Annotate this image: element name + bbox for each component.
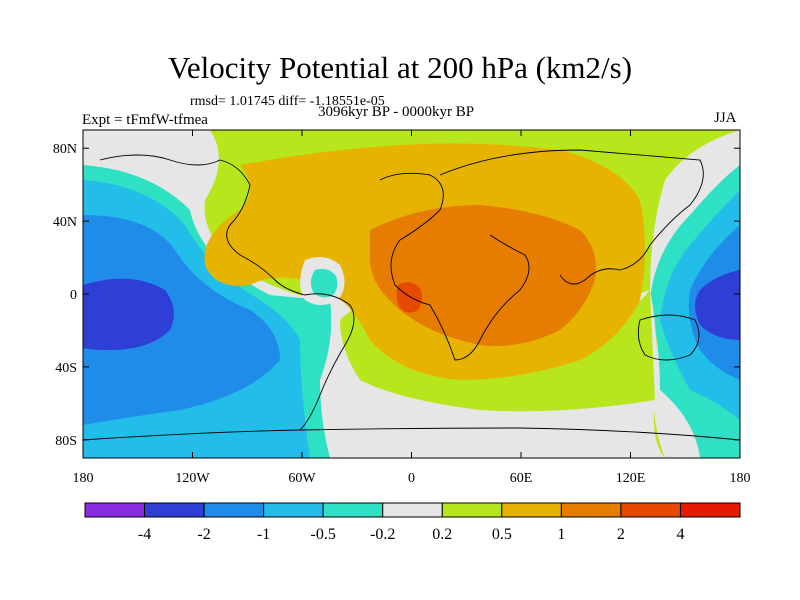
- colorbar-swatch: [620, 502, 681, 518]
- x-tick-label: 120W: [175, 471, 210, 486]
- coastline-australia: [637, 314, 700, 361]
- y-tick-label: 0: [70, 288, 77, 303]
- contour-west-neg-2: [83, 215, 280, 425]
- coastline-antarctica: [83, 427, 740, 441]
- contour-sa-pocket-inner: [310, 268, 338, 298]
- x-tick-label: 0: [408, 471, 415, 486]
- contour-pos-0.5: [340, 290, 655, 412]
- colorbar: -4 -2 -1 -0.5 -0.2 0.2 0.5 1 2 4: [84, 502, 741, 543]
- colorbar-label: -1: [257, 526, 270, 543]
- colorbar-label: 0.2: [432, 526, 452, 543]
- colorbar-swatch: [501, 502, 562, 518]
- x-tick-label: 60E: [510, 471, 533, 486]
- colorbar-swatch: [203, 502, 265, 518]
- colorbar-label: -2: [197, 526, 210, 543]
- colorbar-label: -0.2: [370, 526, 395, 543]
- colorbar-swatch: [322, 502, 384, 518]
- axes: 180 120W 60W 0 60E 120E 180 80N 40N 0 40S 80S: [53, 130, 751, 486]
- colorbar-swatch: [441, 502, 503, 518]
- contour-pos-4: [396, 282, 423, 313]
- colorbar-swatch: [560, 502, 622, 518]
- coastlines: [83, 149, 740, 441]
- x-tick-label: 60W: [288, 471, 316, 486]
- period-label: 3096kyr BP - 0000kyr BP: [318, 104, 475, 120]
- colorbar-swatch: [144, 502, 205, 518]
- contour-west-neg-4: [83, 278, 174, 350]
- stats-label: rmsd= 1.01745 diff= -1.18551e-05: [190, 94, 385, 109]
- season-label: JJA: [714, 110, 737, 126]
- colorbar-swatch: [84, 502, 146, 518]
- colorbar-swatch: [679, 502, 741, 518]
- coastline-europe-africa: [379, 172, 530, 361]
- chart-title: Velocity Potential at 200 hPa (km2/s): [167, 50, 633, 85]
- colorbar-label: 1: [557, 526, 565, 543]
- y-tick-label: 40N: [53, 215, 77, 230]
- y-tick-label: 80N: [53, 142, 77, 157]
- coastline-south-america: [299, 293, 355, 431]
- colorbar-label: 2: [617, 526, 625, 543]
- x-tick-label: 120E: [616, 471, 646, 486]
- colorbar-label: 4: [676, 526, 684, 543]
- coastline-north-america: [99, 154, 306, 296]
- x-tick-label: 180: [73, 471, 94, 486]
- contour-east-neg-4: [695, 270, 740, 340]
- x-tick-label: 180: [730, 471, 751, 486]
- colorbar-swatch: [382, 502, 443, 518]
- colorbar-label: -4: [138, 526, 151, 543]
- colorbar-label: 0.5: [492, 526, 512, 543]
- colorbar-swatch: [263, 502, 324, 518]
- y-tick-label: 80S: [55, 434, 77, 449]
- experiment-label: Expt = tFmfW-tfmea: [82, 112, 208, 128]
- colorbar-label: -0.5: [311, 526, 336, 543]
- contour-pos-2: [370, 205, 596, 346]
- y-tick-label: 40S: [55, 361, 77, 376]
- coastline-asia: [439, 149, 704, 285]
